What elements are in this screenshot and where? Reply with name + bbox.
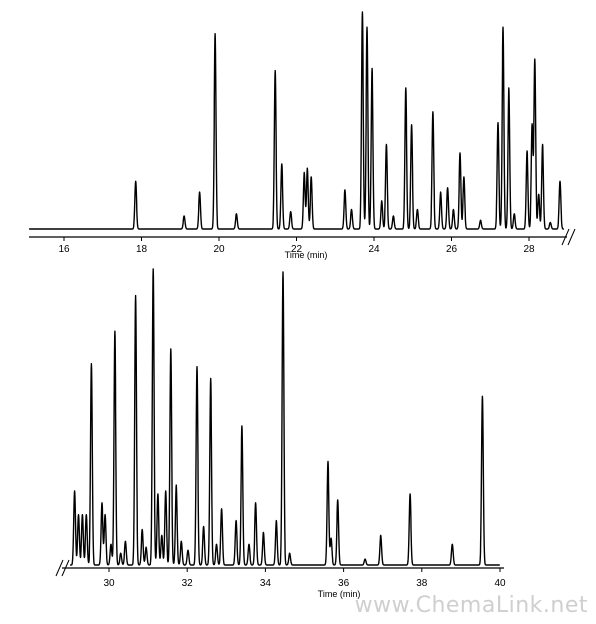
x-tick-label-bottom-34: 34 [260,578,272,589]
x-axis-title-bottom: Time (min) [318,589,361,599]
x-tick-label-top-22: 22 [291,244,303,255]
x-tick-label-top-28: 28 [523,244,535,255]
x-tick-label-top-26: 26 [446,244,458,255]
chromatogram-trace-top [28,11,565,230]
x-tick-label-bottom-30: 30 [103,578,115,589]
x-ticks-bottom: 30 32 34 36 38 40 [103,568,506,589]
chromatogram-trace-bottom [69,268,501,566]
x-tick-label-bottom-32: 32 [182,578,194,589]
x-tick-label-top-18: 18 [136,244,148,255]
x-tick-label-bottom-38: 38 [416,578,428,589]
axis-break-top-right [561,228,576,246]
x-tick-label-bottom-40: 40 [494,578,506,589]
x-tick-label-top-16: 16 [58,244,70,255]
chart-top-panel: 16 18 20 22 24 26 28 Time (min) [28,11,576,260]
x-tick-label-bottom-36: 36 [338,578,350,589]
x-axis-title-top: Time (min) [285,250,328,260]
x-tick-label-top-20: 20 [213,244,225,255]
x-tick-label-top-24: 24 [368,244,380,255]
chart-bottom-panel: 30 32 34 36 38 40 Time (min) [55,268,506,599]
watermark-text: www.ChemaLink.net [354,593,588,618]
x-ticks-top: 16 18 20 22 24 26 28 [58,237,535,255]
axis-break-bottom-left [55,559,70,577]
